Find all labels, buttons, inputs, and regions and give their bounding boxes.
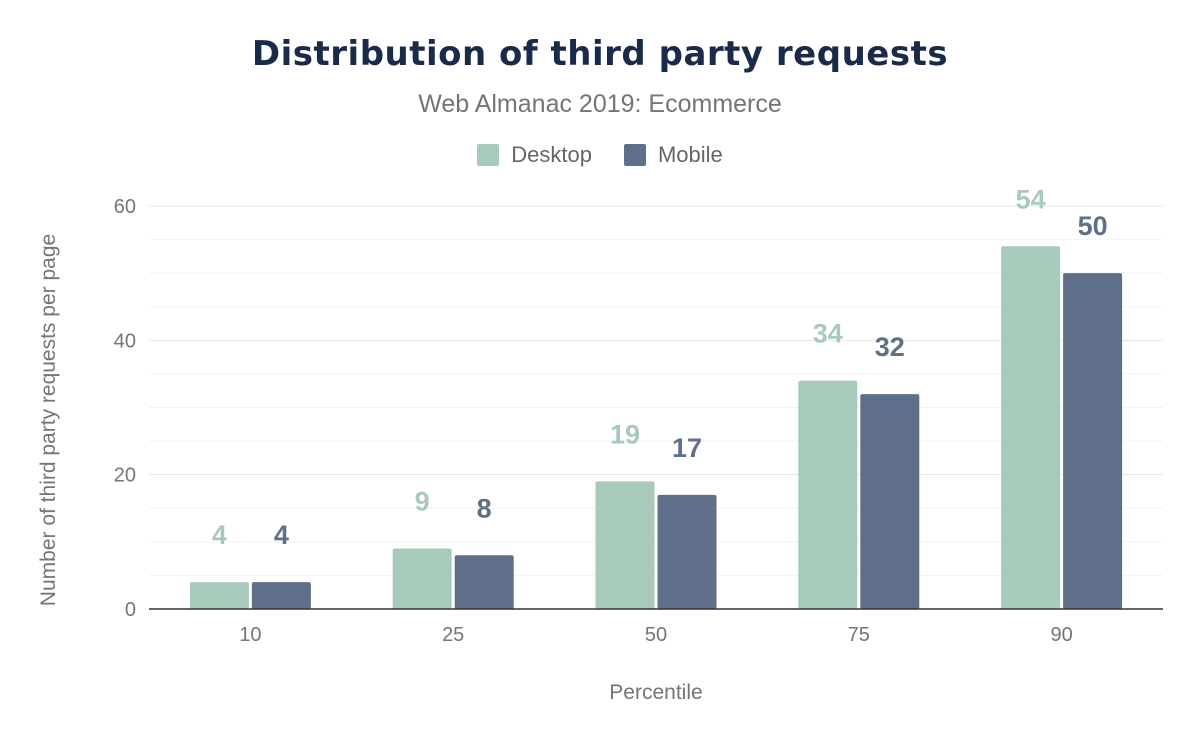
x-tick-label: 50 — [645, 624, 667, 646]
legend-swatch-desktop — [477, 144, 500, 166]
data-label-mobile: 17 — [672, 433, 702, 463]
data-label-desktop: 34 — [813, 319, 843, 349]
bar-desktop — [392, 548, 452, 609]
x-tick-label: 25 — [442, 624, 464, 646]
bar-mobile — [657, 494, 717, 609]
data-label-mobile: 4 — [274, 520, 289, 550]
legend: Desktop Mobile — [0, 142, 1200, 168]
x-tick-label: 90 — [1050, 624, 1072, 646]
x-tick-label: 75 — [848, 624, 870, 646]
bar-desktop — [189, 582, 249, 609]
bar-mobile — [251, 582, 311, 609]
bar-mobile — [1063, 273, 1123, 609]
data-label-mobile: 50 — [1078, 211, 1108, 241]
x-axis-label: Percentile — [609, 681, 702, 704]
y-axis-label: Number of third party requests per page — [37, 234, 60, 606]
data-label-desktop: 4 — [212, 520, 227, 550]
data-label-mobile: 8 — [477, 493, 492, 523]
data-label-mobile: 32 — [875, 332, 905, 362]
legend-label: Mobile — [657, 142, 723, 167]
legend-item-mobile[interactable]: Mobile — [623, 142, 723, 168]
bar-mobile — [454, 555, 514, 609]
data-label-desktop: 9 — [415, 487, 430, 517]
bar-mobile — [860, 394, 920, 609]
y-tick-label: 40 — [114, 330, 136, 352]
y-tick-label: 20 — [114, 465, 136, 487]
data-label-desktop: 19 — [610, 419, 640, 449]
x-tick-label: 10 — [239, 624, 261, 646]
legend-label: Desktop — [511, 142, 592, 167]
data-label-desktop: 54 — [1016, 184, 1046, 214]
legend-item-desktop[interactable]: Desktop — [477, 142, 592, 168]
chart-title: Distribution of third party requests — [251, 34, 949, 74]
chart-subtitle: Web Almanac 2019: Ecommerce — [418, 90, 782, 118]
bar-desktop — [1001, 246, 1061, 610]
y-tick-label: 0 — [125, 599, 136, 621]
bar-desktop — [798, 380, 858, 609]
y-tick-label: 60 — [114, 196, 136, 218]
bar-desktop — [595, 481, 655, 609]
legend-swatch-mobile — [623, 144, 646, 166]
